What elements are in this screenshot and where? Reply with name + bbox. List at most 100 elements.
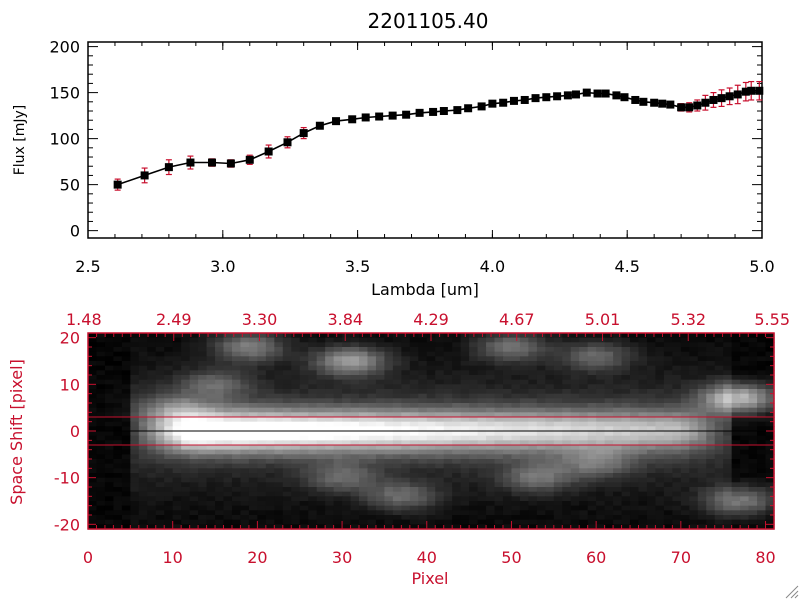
image-pixel (240, 487, 250, 493)
image-pixel (367, 403, 377, 409)
image-pixel (486, 403, 496, 409)
image-pixel (113, 384, 123, 390)
image-pixel (384, 519, 394, 525)
spectrum-x-tick-label: 3.0 (210, 257, 235, 276)
image-pixel (460, 417, 470, 423)
image-pixel (748, 412, 758, 418)
image-pixel (494, 407, 504, 413)
image-pixel (731, 440, 741, 446)
image-pixel (248, 370, 258, 376)
image-pixel (316, 426, 326, 432)
image-pixel (198, 519, 208, 525)
image-pixel (121, 421, 131, 427)
image-pixel (418, 417, 428, 423)
image-pixel (282, 454, 292, 460)
image-pixel (316, 412, 326, 418)
image-pixel (392, 365, 402, 371)
image-pixel (104, 440, 115, 446)
image-pixel (240, 379, 250, 385)
image-pixel (621, 440, 631, 446)
image-pixel (240, 459, 250, 465)
image-pixel (342, 407, 352, 413)
image-pixel (291, 421, 301, 427)
image-pixel (638, 407, 648, 413)
image-pixel (88, 375, 98, 381)
image-pixel (147, 463, 157, 469)
image-pixel (469, 337, 479, 343)
image-pixel (443, 403, 453, 409)
image-pixel (121, 459, 131, 465)
image-pixel (248, 473, 258, 479)
image-pixel (562, 515, 572, 521)
image-pixel (630, 505, 640, 511)
image-pixel (646, 375, 657, 381)
image-pixel (604, 426, 614, 432)
image-pixel (240, 365, 250, 371)
image-pixel (536, 501, 546, 507)
image-pixel (248, 379, 258, 385)
image-pixel (502, 482, 513, 488)
image-pixel (299, 468, 309, 474)
image-pixel (96, 417, 106, 423)
spectrum-y-tick-label: 0 (70, 222, 80, 241)
image-pixel (528, 337, 538, 343)
image-pixel (248, 417, 258, 423)
image-pixel (367, 510, 377, 516)
image-pixel (291, 445, 301, 451)
image-pixel (299, 491, 309, 497)
image-pixel (646, 384, 657, 390)
image-pixel (672, 459, 682, 465)
image-pixel (367, 426, 377, 432)
image-pixel (299, 361, 309, 367)
image-pixel (155, 435, 165, 441)
image-pixel (460, 421, 470, 427)
image-pixel (672, 487, 682, 493)
spectrum-x-tick-label: 4.0 (480, 257, 505, 276)
image-pixel (621, 496, 631, 502)
image-pixel (409, 459, 419, 465)
image-pixel (189, 519, 199, 525)
image-pixel (121, 519, 131, 525)
image-pixel (121, 463, 131, 469)
image-pixel (88, 487, 98, 493)
image-pixel (206, 524, 216, 530)
image-pixel (138, 379, 148, 385)
image-pixel (672, 370, 682, 376)
image-pixel (435, 384, 445, 390)
image-pixel (104, 463, 115, 469)
image-pixel (680, 393, 690, 399)
image-pixel (426, 487, 436, 493)
image-pixel (494, 463, 504, 469)
image-pixel (248, 403, 258, 409)
image-pixel (613, 389, 623, 395)
image-pixel (96, 510, 106, 516)
image-pixel (367, 487, 377, 493)
image-pixel (265, 463, 275, 469)
image-pixel (282, 356, 292, 362)
image-pixel (350, 398, 360, 404)
image-pixel (757, 337, 767, 343)
image-pixel (553, 510, 563, 516)
image-pixel (536, 412, 546, 418)
image-pixel (181, 333, 191, 339)
image-pixel (714, 412, 724, 418)
image-pixel (147, 370, 157, 376)
image-pixel (164, 463, 174, 469)
image-pixel (113, 365, 123, 371)
image-pixel (130, 403, 140, 409)
image-pixel (316, 431, 326, 437)
image-pixel (723, 342, 733, 348)
image-pixel (655, 431, 665, 437)
image-pixel (240, 431, 250, 437)
image-pixel (274, 482, 284, 488)
image-pixel (638, 417, 648, 423)
image-pixel (333, 487, 343, 493)
image-pixel (325, 431, 335, 437)
resize-grip-icon[interactable] (785, 585, 799, 599)
image-pixel (731, 501, 741, 507)
image-pixel (138, 365, 148, 371)
image-pixel (562, 445, 572, 451)
image-pixel (291, 426, 301, 432)
image-pixel (257, 449, 267, 455)
image-pixel (409, 505, 419, 511)
